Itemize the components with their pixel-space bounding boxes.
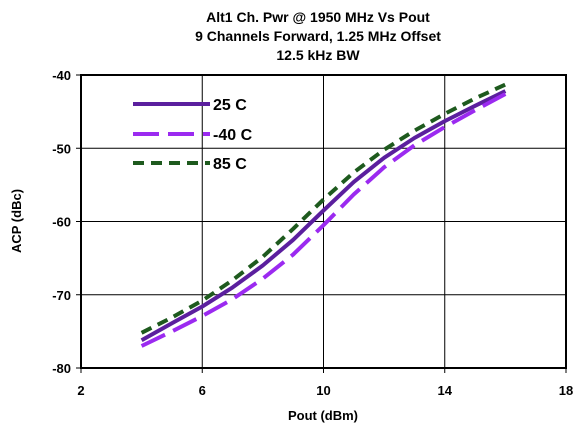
x-tick-label: 18 bbox=[559, 383, 573, 398]
x-tick-label: 6 bbox=[199, 383, 206, 398]
y-tick-label: -70 bbox=[52, 288, 71, 303]
legend-label-1: -40 C bbox=[213, 127, 253, 144]
y-tick-label: -80 bbox=[52, 361, 71, 376]
series-line-2 bbox=[140, 82, 507, 335]
chart-title-line-2: 9 Channels Forward, 1.25 MHz Offset bbox=[195, 28, 441, 44]
chart-title-line-3: 12.5 kHz BW bbox=[276, 47, 360, 63]
x-tick-label: 10 bbox=[316, 383, 330, 398]
y-tick-label: -50 bbox=[52, 141, 71, 156]
y-axis-title: ACP (dBc) bbox=[9, 189, 24, 253]
chart-title-line-1: Alt1 Ch. Pwr @ 1950 MHz Vs Pout bbox=[206, 9, 430, 25]
series-layer bbox=[140, 82, 507, 348]
legend-label-2: 85 C bbox=[213, 156, 247, 173]
grid bbox=[81, 75, 566, 368]
y-tick-label: -60 bbox=[52, 215, 71, 230]
x-axis-title: Pout (dBm) bbox=[288, 408, 358, 423]
x-tick-label: 2 bbox=[77, 383, 84, 398]
y-tick-label: -40 bbox=[52, 68, 71, 83]
legend: 25 C -40 C 85 C bbox=[133, 97, 253, 173]
x-tick-label: 14 bbox=[438, 383, 453, 398]
axis-ticks: 2 6 10 14 18 -80 -70 -60 -50 -40 bbox=[52, 68, 573, 398]
series-line-1 bbox=[140, 92, 507, 348]
legend-label-0: 25 C bbox=[213, 97, 247, 114]
series-line-0 bbox=[140, 89, 507, 342]
